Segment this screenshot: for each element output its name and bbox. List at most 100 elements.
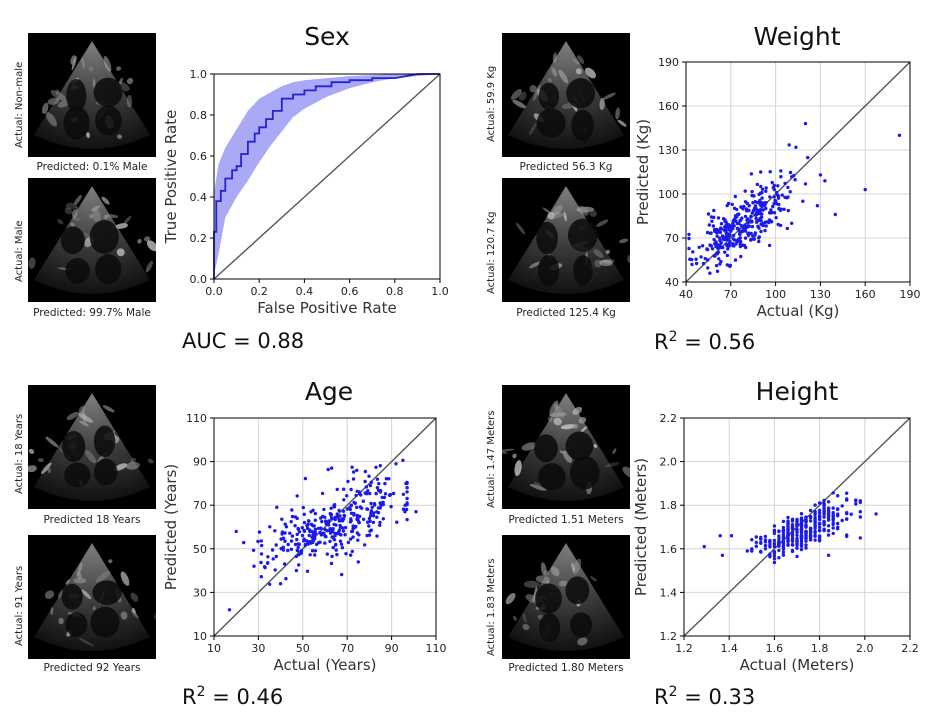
y-tick-label: 1.0 (190, 68, 208, 81)
scatter-point (781, 541, 786, 545)
scatter-point (312, 533, 317, 538)
scatter-point (751, 234, 755, 238)
scatter-point (716, 216, 721, 220)
scatter-point (358, 505, 363, 509)
scatter-point (259, 560, 263, 565)
scatter-point (745, 549, 749, 553)
scatter-point (795, 536, 799, 541)
scatter-point (301, 505, 305, 510)
scatter-point (318, 530, 322, 535)
scatter-point (763, 547, 768, 551)
echo-speckle (92, 606, 96, 611)
scatter-point (717, 257, 721, 261)
scatter-point (744, 245, 748, 250)
scatter-point (761, 208, 765, 212)
scatter-point (736, 212, 740, 216)
x-axis-label: False Positive Rate (257, 299, 396, 317)
scatter-point (313, 553, 317, 557)
scatter-point (763, 538, 768, 542)
scatter-point (320, 491, 325, 496)
echo-speckle (116, 248, 125, 257)
scatter-point (365, 533, 369, 538)
scatter-point (818, 173, 823, 177)
scatter-point (790, 538, 795, 542)
scatter-point (318, 540, 322, 544)
scatter-point (348, 537, 353, 541)
metric-age: R2 = 0.46 (182, 684, 283, 709)
echo-image-age-2 (28, 535, 156, 659)
scatter-point (783, 181, 787, 186)
scatter-point (772, 554, 777, 558)
y-tick-label: 130 (658, 144, 679, 157)
scatter-point (804, 525, 808, 529)
echo-speckle (558, 580, 568, 587)
scatter-point (713, 229, 717, 233)
scatter-point (690, 257, 694, 262)
scatter-point (768, 538, 772, 543)
scatter-point (773, 198, 777, 203)
scatter-point (785, 196, 789, 200)
scatter-point (302, 512, 306, 516)
scatter-point (371, 520, 376, 525)
scatter-point (772, 531, 777, 536)
scatter-point (356, 560, 360, 564)
echo-chamber (64, 462, 91, 488)
scatter-point (826, 514, 831, 518)
y-tick-label: 2.2 (660, 412, 678, 425)
scatter-point (777, 544, 781, 548)
scatter-point (706, 212, 711, 216)
scatter-point (817, 514, 822, 518)
scatter-point (340, 572, 344, 577)
scatter-point (770, 180, 774, 185)
scatter-point (735, 226, 740, 231)
scatter-point (327, 519, 331, 523)
scatter-point (804, 520, 808, 524)
scatter-point (286, 542, 290, 547)
scatter-point (836, 527, 840, 531)
scatter-point (768, 555, 772, 559)
scatter-point (306, 542, 310, 546)
scatter-point (388, 492, 393, 497)
scatter-point (368, 483, 373, 488)
scatter-point (777, 534, 781, 538)
echo-speckle (550, 566, 560, 577)
echo-speckle (126, 94, 133, 108)
scatter-point (826, 529, 831, 533)
echo-chamber (569, 455, 600, 490)
scatter-point (858, 515, 862, 519)
echo-image-age-1 (28, 385, 156, 509)
echo-chamber (92, 580, 122, 605)
echo-chamber (61, 430, 86, 462)
scatter-point (836, 514, 840, 518)
scatter-point (367, 524, 371, 528)
scatter-point (772, 528, 777, 532)
scatter-point (376, 506, 381, 510)
echo-chamber (536, 221, 558, 255)
scatter-point (295, 537, 299, 542)
metric-sex: AUC = 0.88 (182, 329, 305, 353)
echo-speckle (596, 219, 609, 227)
scatter-point (858, 510, 862, 514)
scatter-point (743, 189, 747, 193)
scatter-point (376, 511, 381, 515)
scatter-point (260, 543, 264, 548)
echo-speckle (45, 112, 57, 127)
scatter-point (299, 551, 304, 555)
scatter-point (302, 520, 307, 525)
scatter-point (283, 531, 287, 535)
scatter-point (330, 466, 334, 470)
scatter-point (357, 533, 361, 537)
scatter-point (687, 246, 691, 251)
echo-speckle (521, 442, 537, 451)
scatter-point (364, 485, 369, 489)
scatter-point (405, 501, 409, 505)
scatter-point (826, 553, 831, 557)
echo-speckle (50, 606, 54, 615)
scatter-point (389, 504, 393, 509)
scatter-point (405, 480, 409, 485)
echo-speckle (44, 590, 55, 600)
scatter-point (763, 534, 768, 539)
echo-speckle (575, 68, 582, 75)
echo-chamber (60, 226, 85, 255)
scatter-point (324, 519, 328, 523)
